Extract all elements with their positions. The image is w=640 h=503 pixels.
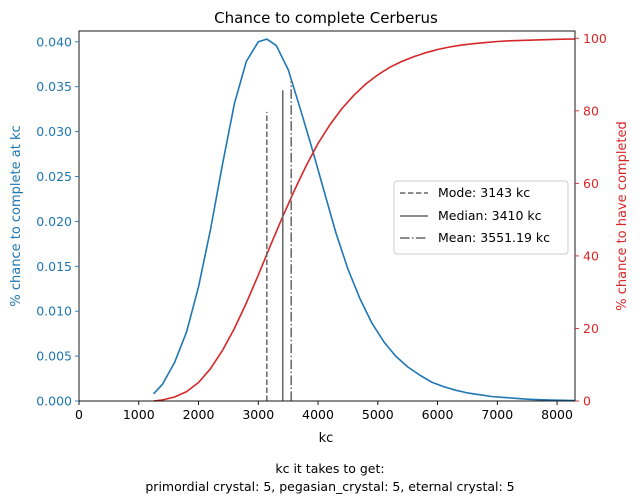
x-tick-label: 0	[75, 407, 83, 422]
stat-lines	[266, 81, 292, 401]
legend: Mode: 3143 kc Median: 3410 kc Mean: 3551…	[393, 180, 569, 255]
y-left-tick-label: 0.020	[36, 214, 72, 229]
x-axis-label: kc	[319, 431, 334, 446]
y-left-tick-label: 0.025	[36, 169, 72, 184]
y-right-tick-label: 80	[583, 103, 599, 118]
y-right-tick-label: 20	[583, 321, 599, 336]
x-tick-label: 2000	[183, 407, 215, 422]
legend-entry-mode: Mode: 3143 kc	[438, 185, 530, 200]
x-tick-label: 1000	[123, 407, 155, 422]
x-tick-label: 5000	[362, 407, 394, 422]
y-right-tick-label: 100	[583, 31, 607, 46]
series-line-chance-completed	[153, 38, 576, 402]
y-left-tick-label: 0.000	[36, 394, 72, 409]
y-left-tick-label: 0.030	[36, 124, 72, 139]
x-tick-label: 3000	[242, 407, 274, 422]
y-left-axis-label: % chance to complete at kc	[9, 125, 24, 306]
chart-title: Chance to complete Cerberus	[214, 9, 438, 27]
plot-frame	[78, 30, 576, 402]
legend-entry-mean: Mean: 3551.19 kc	[438, 230, 550, 245]
x-tick-label: 6000	[422, 407, 454, 422]
x-tick-label: 4000	[302, 407, 334, 422]
y-right-tick-label: 40	[583, 248, 599, 263]
y-left-tick-label: 0.040	[36, 34, 72, 49]
y-right-tick-label: 60	[583, 176, 599, 191]
caption-line-2: primordial crystal: 5, pegasian_crystal:…	[145, 479, 514, 494]
axes: 0 1000 2000 3000 4000 5000 6000 7000 80000.0000.…	[36, 30, 607, 422]
legend-entry-median: Median: 3410 kc	[438, 208, 542, 223]
plot-area	[153, 38, 576, 402]
legend-box	[393, 180, 569, 255]
y-left-tick-label: 0.015	[36, 259, 72, 274]
y-right-axis-label: % chance to have completed	[615, 121, 630, 311]
x-tick-label: 7000	[481, 407, 513, 422]
y-left-tick-label: 0.035	[36, 79, 72, 94]
y-left-tick-label: 0.010	[36, 304, 72, 319]
y-right-tick-label: 0	[583, 394, 591, 409]
series-line-chance-at-kc	[153, 38, 576, 402]
x-tick-label: 8000	[541, 407, 573, 422]
y-left-tick-label: 0.005	[36, 349, 72, 364]
caption-line-1: kc it takes to get:	[275, 461, 384, 476]
